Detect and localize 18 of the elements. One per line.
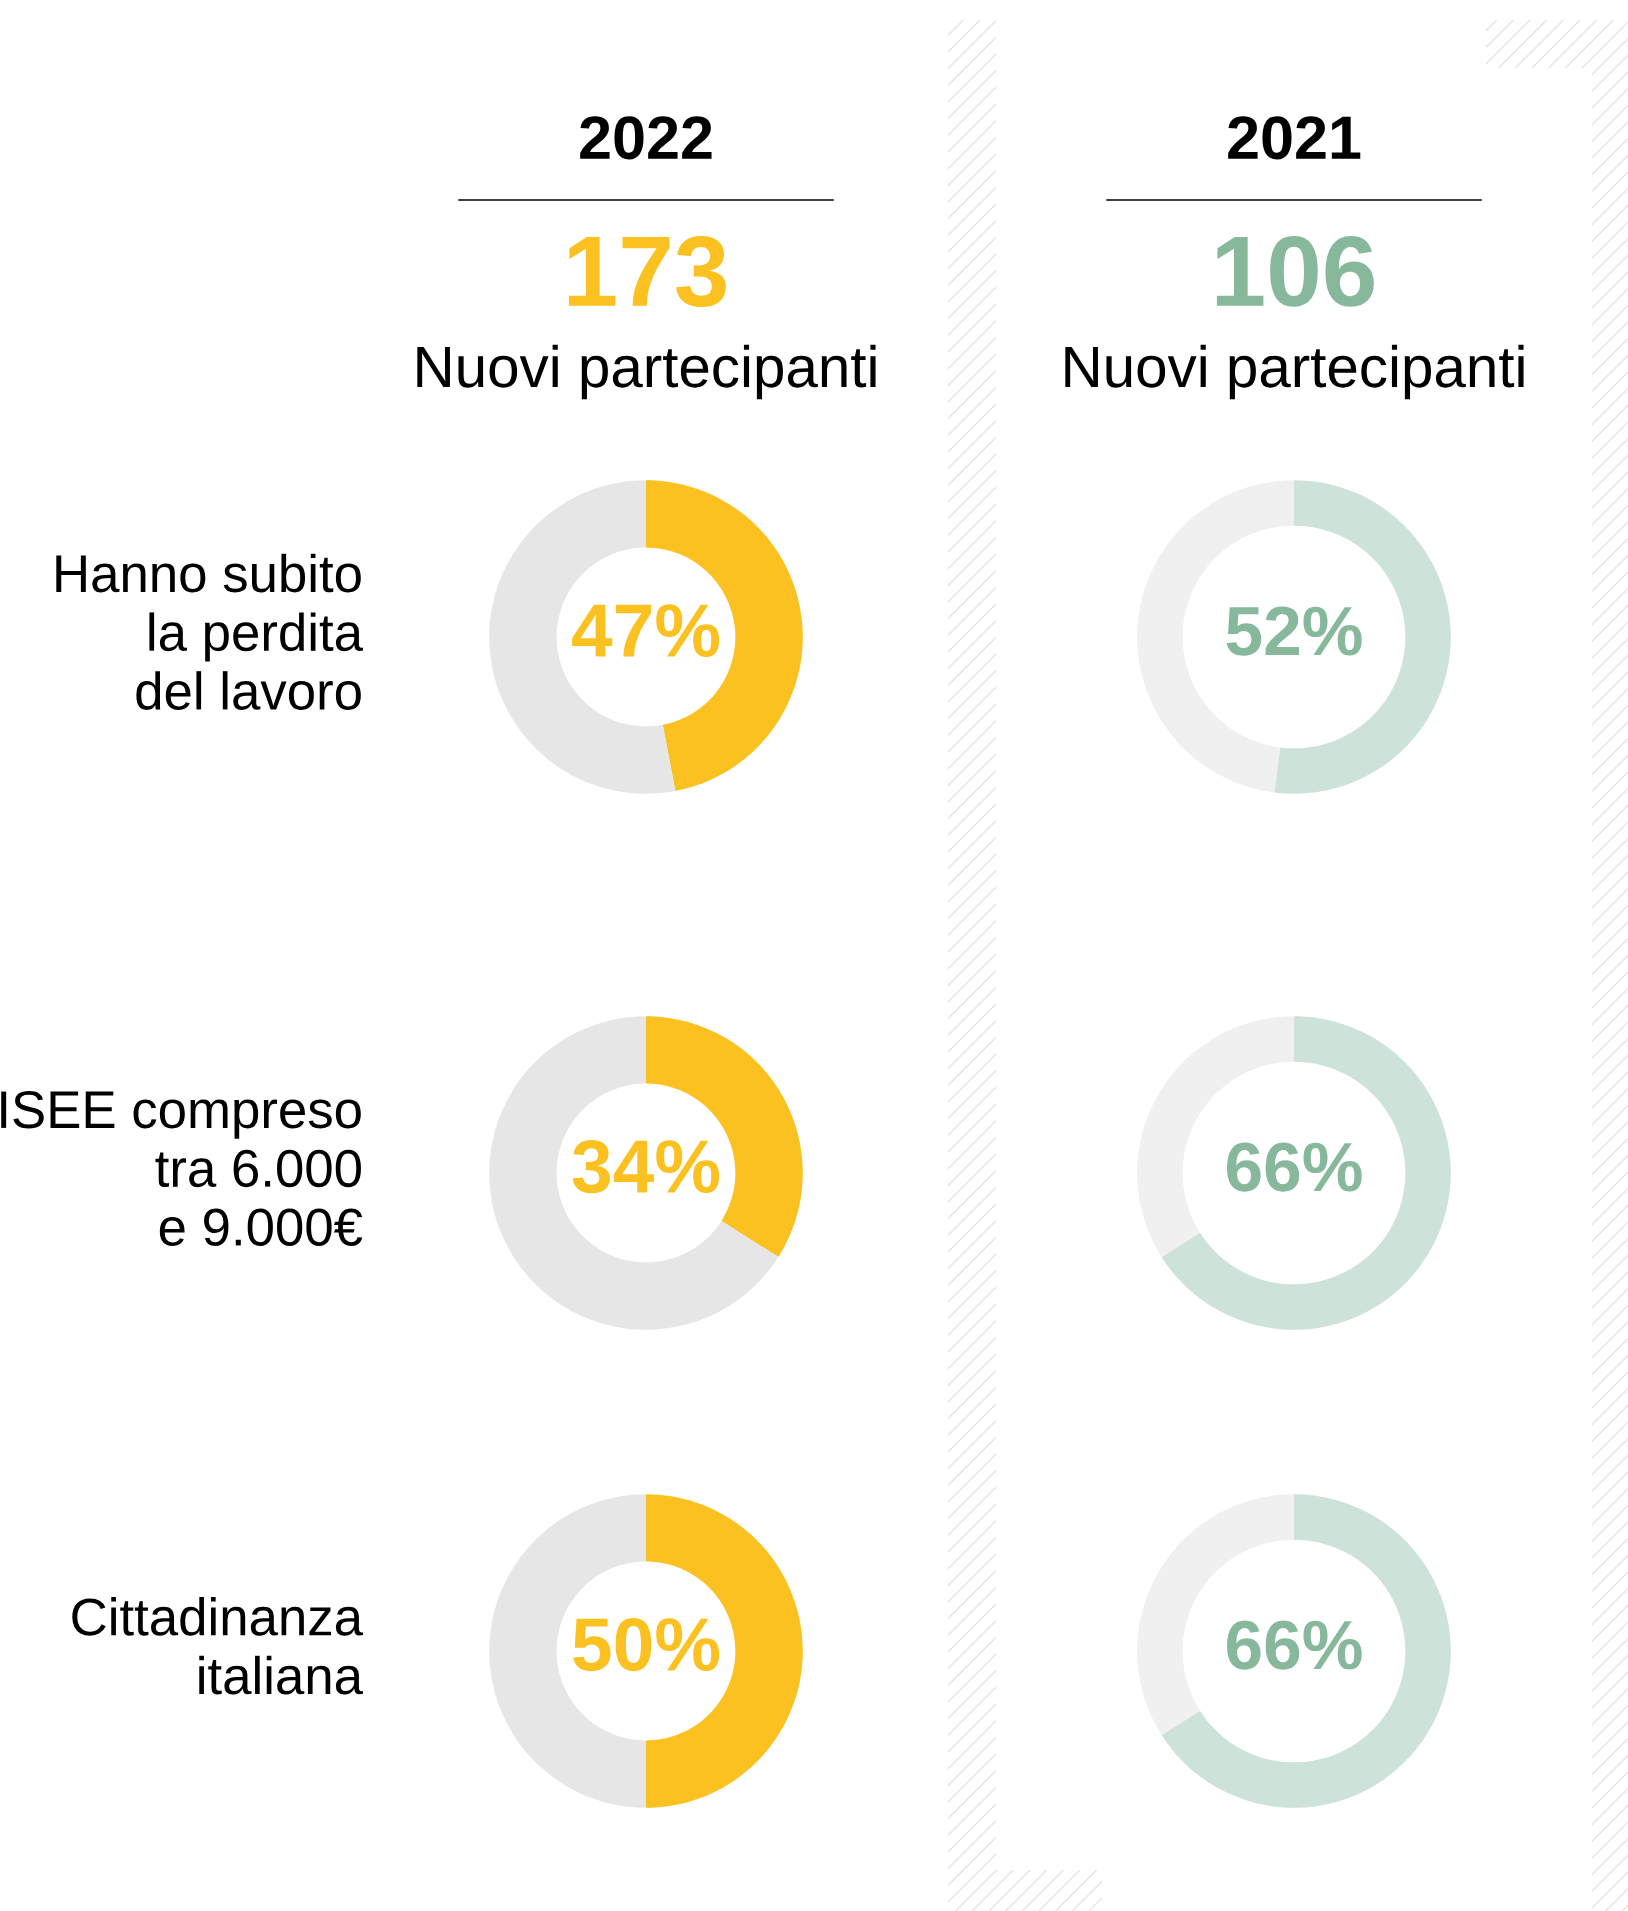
donut-slice [489,1016,779,1330]
text: Cittadinanza italiana [72,1597,364,1695]
donut-slice [1161,1494,1451,1808]
data-label: 66% [1227,1142,1362,1192]
text: 2021 [1228,116,1361,160]
text: ISEE compreso tra 6.000 e 9.000€ [1,1091,363,1246]
text: 2022 [580,116,712,160]
data-label: 34% [572,1140,720,1194]
text: Nuovi partecipanti [417,344,876,400]
text: Hanno subito la perdita del lavoro [56,553,364,710]
data-label: 50% [573,1618,720,1672]
text: Nuovi partecipanti [1065,344,1524,400]
data-label: 66% [1227,1620,1362,1670]
data-label: 52% [1226,606,1362,656]
data-label: 47% [572,604,720,657]
text: 173 [568,236,726,307]
donut-slice [1161,1016,1451,1330]
text: 106 [1216,236,1374,307]
